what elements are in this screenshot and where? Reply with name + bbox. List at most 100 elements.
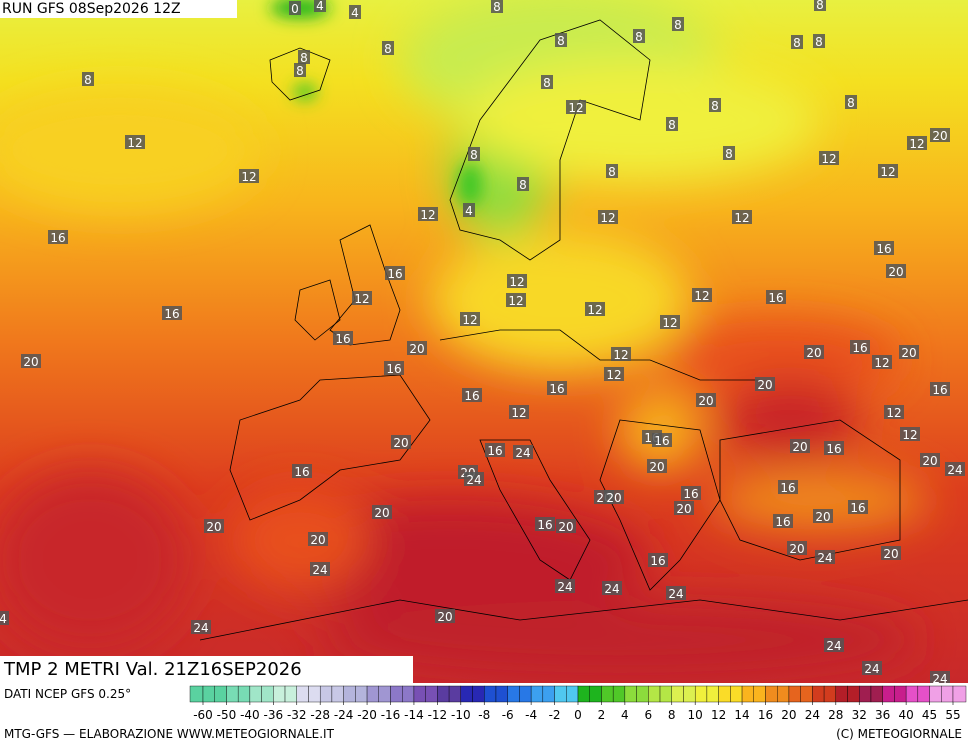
label-box (606, 164, 618, 178)
contour-label: 20 (206, 520, 221, 534)
colorbar-swatch (753, 685, 766, 703)
colorbar-swatch (894, 685, 907, 703)
colorbar-swatch (882, 685, 895, 703)
label-box (814, 0, 826, 11)
contour-label: 12 (734, 211, 749, 225)
label-box (308, 532, 328, 546)
colorbar-left-pad (189, 685, 204, 703)
contour-label: 20 (932, 129, 947, 143)
label-box (372, 505, 392, 519)
contour-label: 12 (874, 356, 889, 370)
label-box (435, 609, 455, 623)
colorbar-swatch (437, 685, 450, 703)
label-box (696, 393, 716, 407)
colorbar-swatch (448, 685, 462, 703)
colorbar-tick-label: -14 (404, 708, 424, 722)
colorbar-swatch (718, 685, 731, 703)
colorbar-tick-label: -50 (217, 708, 237, 722)
colorbar-tick-label: -28 (310, 708, 330, 722)
contour-label: 16 (164, 307, 179, 321)
colorbar: -60 -50 -40 -36 -32 -28 -24 -20 -16 -14 -12 -10 -8 -6… (189, 685, 967, 722)
contour-label: 20 (374, 506, 389, 520)
colorbar-swatch (812, 685, 825, 703)
label-box (463, 203, 475, 217)
label-box (239, 169, 259, 183)
label-box (82, 72, 94, 86)
label-box (418, 207, 438, 221)
contour-label: 20 (649, 460, 664, 474)
contour-label: 8 (725, 147, 733, 161)
colorbar-swatch (800, 685, 813, 703)
colorbar-tick-label: -60 (193, 708, 213, 722)
contour-label: 24 (864, 662, 879, 676)
contour-label: 8 (674, 18, 682, 32)
label-box (385, 266, 405, 280)
label-box (633, 29, 645, 43)
contour-label: 16 (294, 465, 309, 479)
colorbar-swatch (612, 685, 626, 703)
contour-label: 4 (351, 6, 359, 20)
contour-label: 20 (437, 610, 452, 624)
contour-label: 16 (932, 383, 947, 397)
label-box (773, 514, 793, 528)
colorbar-swatch (765, 685, 778, 703)
label-box (692, 288, 712, 302)
label-box (602, 581, 622, 595)
contour-label: 20 (888, 265, 903, 279)
label-box (485, 443, 505, 457)
colorbar-swatch (226, 685, 239, 703)
label-box (491, 0, 503, 13)
colorbar-swatch (378, 685, 391, 703)
contour-label: 24 (193, 621, 208, 635)
contour-label: 24 (668, 587, 683, 601)
colorbar-tick-label: 20 (781, 708, 796, 722)
run-header: RUN GFS 08Sep2026 12Z (0, 0, 237, 18)
contour-label: 8 (816, 0, 824, 12)
label-box (384, 361, 404, 375)
contour-label: 20 (792, 440, 807, 454)
label-box (517, 177, 529, 191)
contour-label: 12 (909, 137, 924, 151)
label-box (804, 345, 824, 359)
contour-label: 20 (23, 355, 38, 369)
contour-label: 0 (291, 2, 299, 16)
colorbar-tick-label: -16 (381, 708, 401, 722)
label-box (509, 405, 529, 419)
contour-label: 12 (509, 275, 524, 289)
colorbar-swatch (472, 685, 485, 703)
contour-label: 8 (847, 96, 855, 110)
label-box (874, 241, 894, 255)
contour-label: 8 (608, 165, 616, 179)
contour-label: 4 (465, 204, 473, 218)
contour-label: 24 (557, 580, 572, 594)
contour-label: 12 (613, 348, 628, 362)
label-box (292, 464, 312, 478)
contour-label: 24 (947, 463, 962, 477)
label-box (681, 486, 701, 500)
colorbar-tick-label: -4 (525, 708, 537, 722)
label-box (391, 435, 411, 449)
colorbar-swatch (671, 685, 684, 703)
contour-label: 20 (310, 533, 325, 547)
contour-label: 16 (387, 267, 402, 281)
label-box (790, 439, 810, 453)
label-box (881, 546, 901, 560)
contour-label: 24 (515, 446, 530, 460)
colorbar-swatch (355, 685, 368, 703)
contour-label: 8 (84, 73, 92, 87)
label-box (732, 210, 752, 224)
colorbar-swatch (202, 685, 215, 703)
contour-label: 12 (508, 294, 523, 308)
contour-label: 20 (815, 510, 830, 524)
contour-label: 12 (462, 313, 477, 327)
colorbar-swatch (788, 685, 801, 703)
label-box (598, 210, 618, 224)
label-box (382, 41, 394, 55)
colorbar-swatch (390, 685, 403, 703)
label-box (666, 117, 678, 131)
label-box (813, 34, 825, 48)
contour-label: 12 (880, 165, 895, 179)
colorbar-swatch (296, 685, 309, 703)
contour-label: 20 (558, 520, 573, 534)
